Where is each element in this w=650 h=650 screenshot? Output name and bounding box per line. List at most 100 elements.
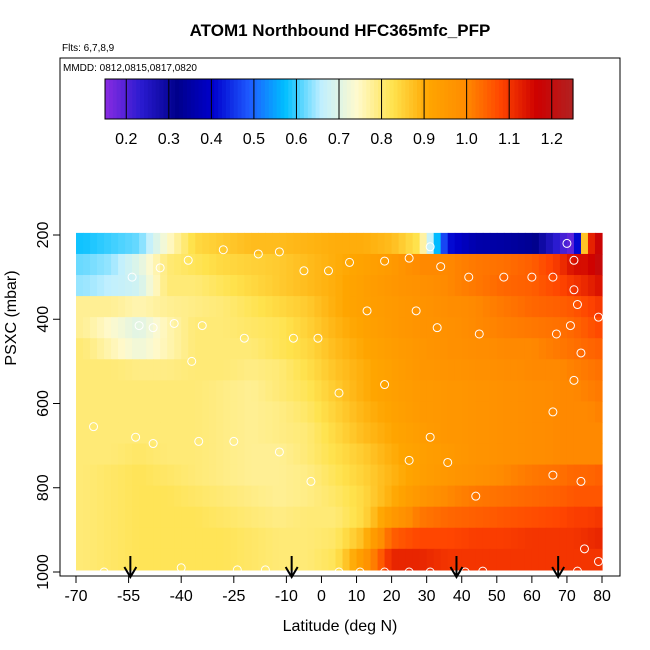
heatmap-cell [76, 401, 84, 424]
heatmap-cell [405, 485, 414, 508]
heatmap-cell [426, 464, 435, 487]
heatmap-cell [188, 296, 196, 318]
colorbar-segment [214, 79, 219, 119]
heatmap-cell [580, 401, 589, 424]
heatmap-cell [209, 506, 217, 529]
heatmap-cell [195, 253, 203, 276]
heatmap-cell [265, 232, 273, 255]
heatmap-cell [230, 401, 238, 424]
heatmap-cell [342, 401, 351, 424]
heatmap-cell [552, 275, 561, 297]
heatmap-cell [377, 275, 386, 297]
heatmap-cell [566, 548, 575, 571]
heatmap-cell [461, 275, 470, 297]
heatmap-cell [97, 296, 105, 318]
heatmap-cell [419, 317, 428, 339]
heatmap-cell [244, 506, 252, 529]
sample-point [380, 567, 390, 576]
heatmap-cell [475, 253, 484, 276]
heatmap-cell [160, 253, 168, 276]
heatmap-cell [139, 338, 147, 360]
heatmap-cell [181, 317, 189, 339]
heatmap-cell [440, 401, 449, 424]
heatmap-cell [167, 485, 175, 508]
heatmap-cell [377, 548, 386, 571]
colorbar-segment [128, 79, 133, 119]
heatmap-cell [118, 253, 126, 276]
heatmap-cell [482, 275, 491, 297]
heatmap-cell [174, 527, 182, 550]
heatmap-cell [307, 401, 316, 424]
heatmap-cell [104, 232, 112, 255]
heatmap-cell [265, 464, 273, 487]
heatmap-cell [524, 380, 533, 402]
heatmap-cell [230, 443, 238, 466]
heatmap-cell [314, 253, 323, 276]
y-tick-label: 600 [35, 390, 52, 417]
heatmap-cell [153, 232, 161, 255]
heatmap-cell [300, 506, 309, 529]
heatmap-cell [475, 527, 484, 550]
flight-arrows-layer [123, 556, 566, 579]
heatmap-cell [377, 359, 386, 381]
sample-point [194, 436, 204, 446]
heatmap-cell [104, 359, 112, 381]
heatmap-cell [356, 443, 365, 466]
heatmap-cell [244, 275, 252, 297]
heatmap-cell [363, 464, 372, 487]
heatmap-cell [433, 317, 442, 339]
heatmap-cell [419, 359, 428, 381]
heatmap-cell [391, 422, 400, 445]
heatmap-cell [363, 548, 372, 571]
colorbar-segment [436, 79, 441, 119]
heatmap-cell [524, 464, 533, 487]
heatmap-cell [328, 338, 337, 360]
heatmap-cell [349, 338, 358, 360]
heatmap-cell [146, 506, 154, 529]
heatmap-cell [335, 422, 344, 445]
colorbar: 0.2 0.3 0.4 0.5 0.6 0.7 0.8 0.9 1.0 1.1 1.2 [104, 78, 574, 148]
heatmap-cell [531, 443, 540, 466]
heatmap-cell [538, 232, 547, 255]
heatmap-cell [461, 485, 470, 508]
colorbar-segment [569, 79, 574, 119]
heatmap-cell [517, 253, 526, 276]
heatmap-cell [496, 527, 505, 550]
heatmap-cell [391, 317, 400, 339]
sample-point [131, 432, 141, 442]
heatmap-cell [300, 485, 309, 508]
colorbar-segment [202, 79, 207, 119]
heatmap-cell [258, 338, 266, 360]
heatmap-cell [265, 275, 273, 297]
heatmap-cell [594, 422, 603, 445]
sample-point [197, 321, 207, 331]
heatmap-cell [594, 401, 603, 424]
heatmap-cell [573, 296, 582, 318]
heatmap-cell [580, 380, 589, 402]
heatmap-cell [279, 485, 287, 508]
heatmap-cell [370, 317, 379, 339]
heatmap-cell [181, 548, 189, 571]
heatmap-cell [573, 506, 582, 529]
heatmap-cell [104, 464, 112, 487]
heatmap-cell [111, 422, 119, 445]
heatmap-cell [160, 422, 168, 445]
heatmap-cell [314, 317, 323, 339]
heatmap-cell [174, 401, 182, 424]
colorbar-segment [241, 79, 246, 119]
heatmap-cell [482, 443, 491, 466]
heatmap-cell [300, 380, 309, 402]
heatmap-cell [272, 485, 280, 508]
heatmap-cell [90, 296, 98, 318]
heatmap-cell [244, 422, 252, 445]
heatmap-cell [447, 317, 456, 339]
heatmap-cell [426, 232, 435, 255]
heatmap-cell [118, 506, 126, 529]
sample-point [187, 356, 197, 366]
colorbar-segment [440, 79, 445, 119]
heatmap-cell [517, 464, 526, 487]
heatmap-cell [328, 401, 337, 424]
heatmap-cell [489, 380, 498, 402]
flight-arrow-head [551, 566, 566, 579]
